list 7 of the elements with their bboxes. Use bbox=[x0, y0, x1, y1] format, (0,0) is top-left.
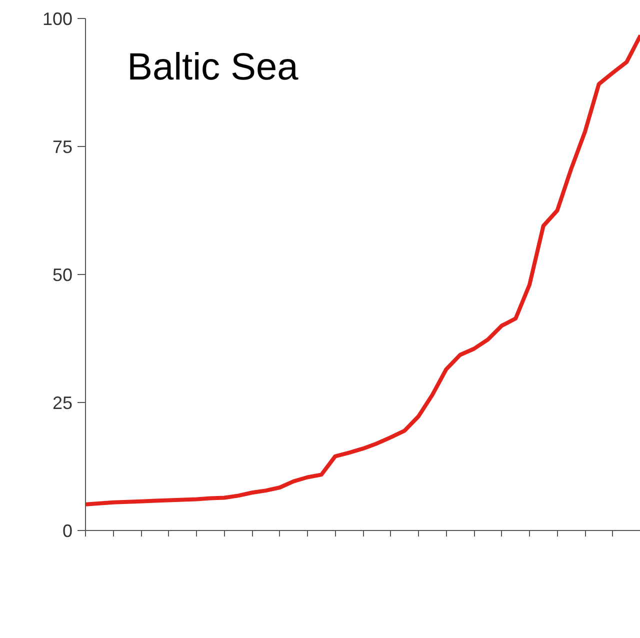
line-series bbox=[86, 33, 640, 506]
y-tick-label: 75 bbox=[52, 137, 73, 157]
text: Baltic Sea bbox=[127, 46, 300, 88]
y-tick-label: 50 bbox=[52, 265, 73, 285]
y-tick-label: 0 bbox=[62, 521, 73, 541]
y-tick-label: 25 bbox=[52, 393, 73, 413]
y-tick-label: 100 bbox=[42, 9, 73, 29]
